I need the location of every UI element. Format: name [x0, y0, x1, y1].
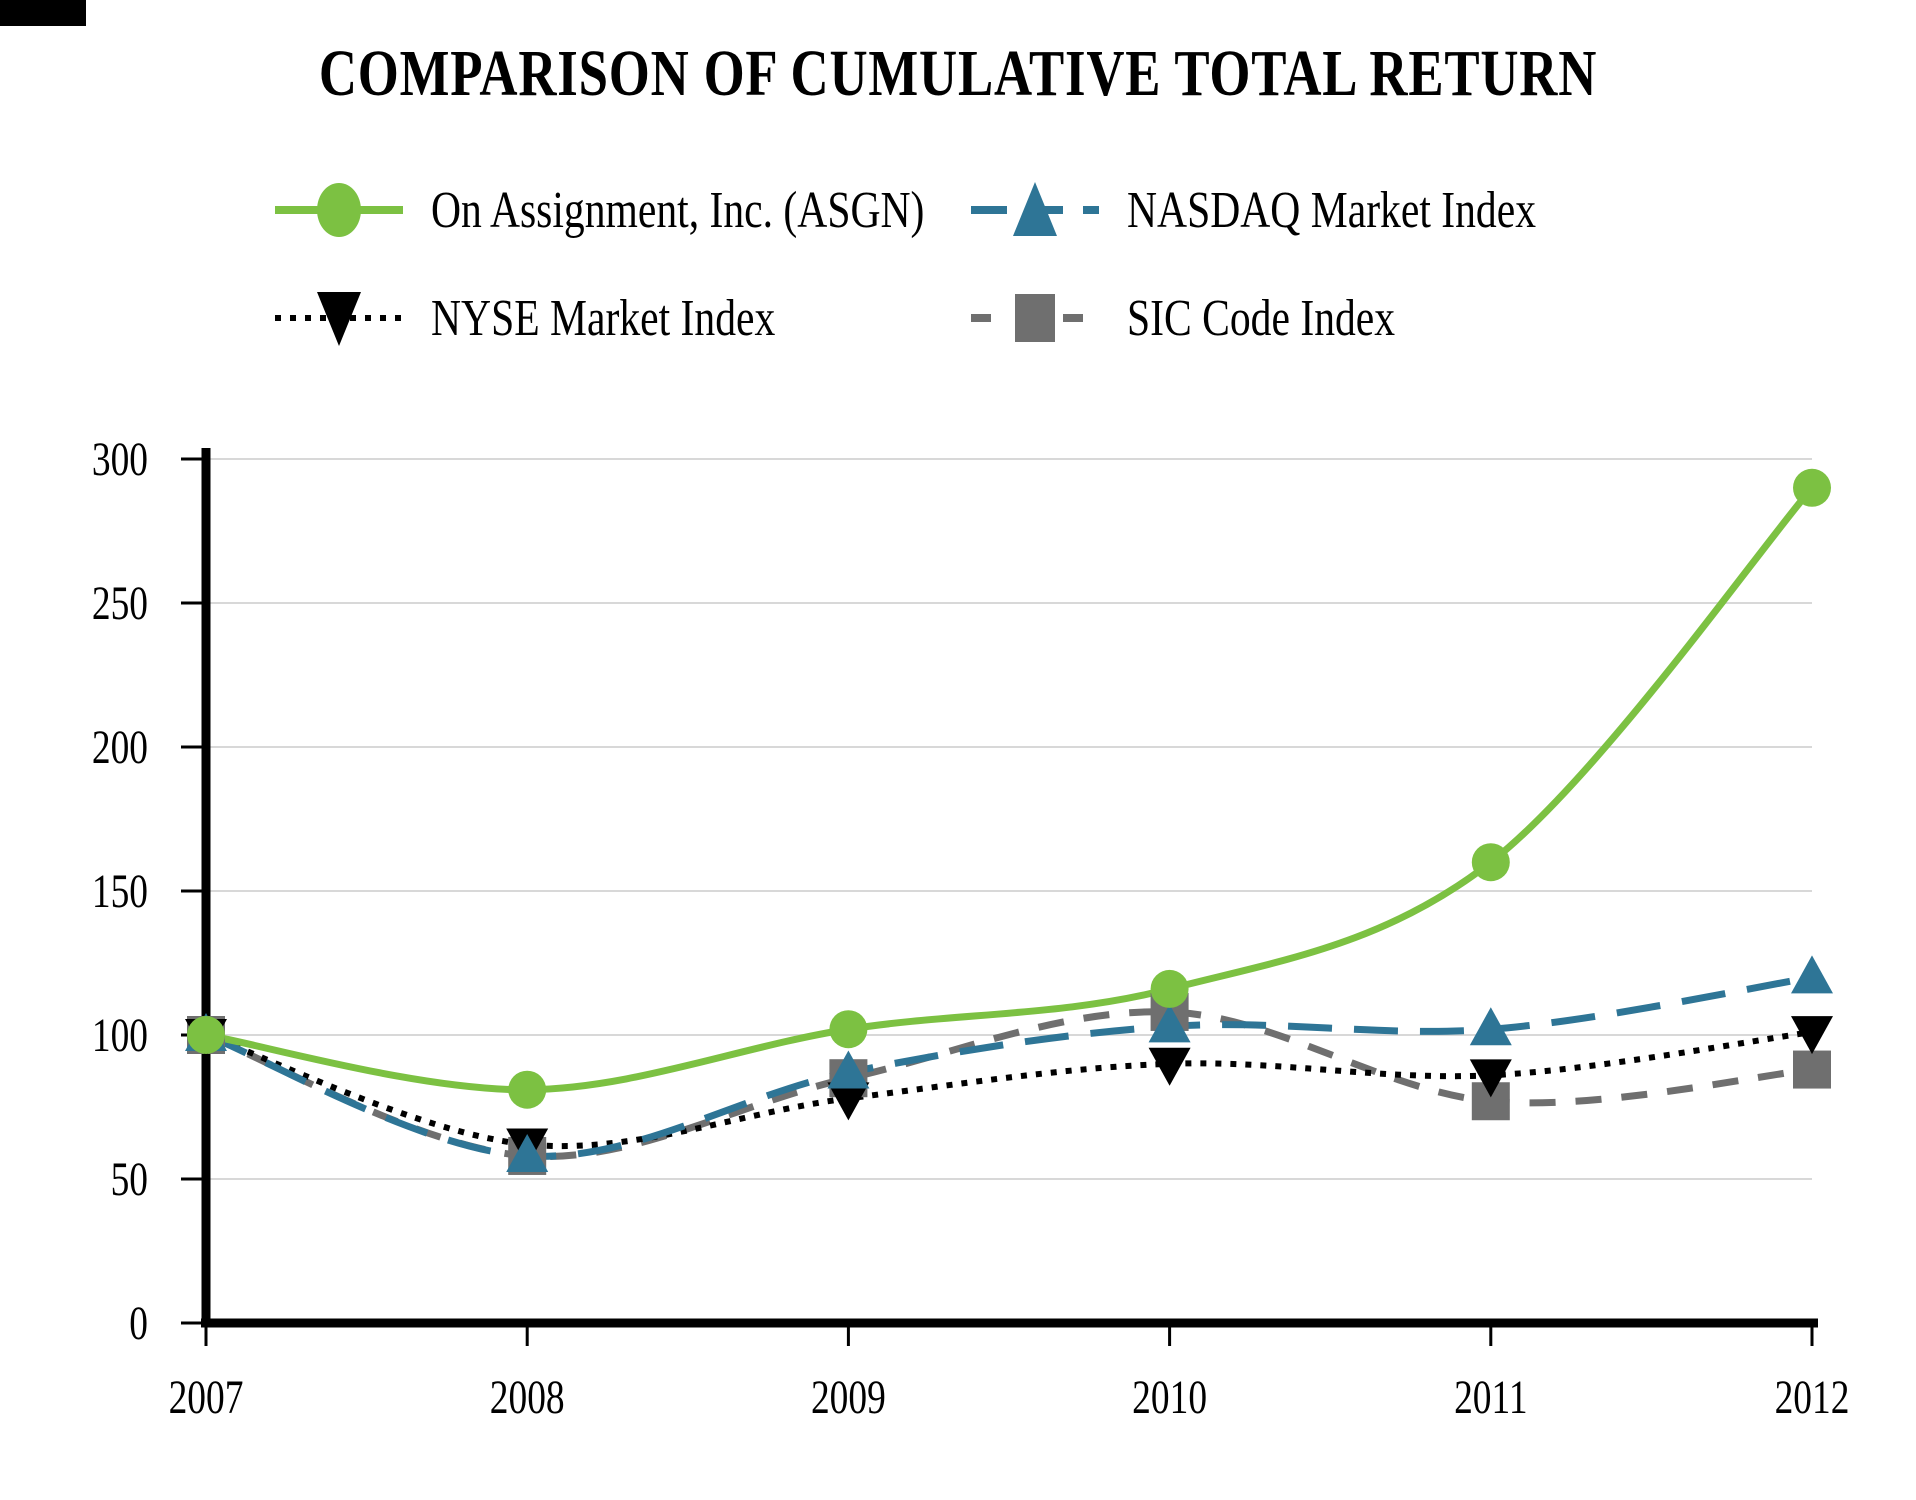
series-marker-nasdaq [1469, 1007, 1512, 1046]
series-marker-nyse [1148, 1047, 1191, 1086]
legend-marker-triangle-up-icon [971, 182, 1099, 236]
series-marker-sic [1793, 1050, 1831, 1089]
series-marker-asgn [1471, 843, 1510, 882]
legend-label-asgn: On Assignment, Inc. (ASGN) [431, 181, 925, 239]
scan-artifact [0, 0, 86, 26]
series-marker-nyse [1469, 1059, 1512, 1098]
x-tick-label: 2008 [490, 1372, 565, 1424]
legend-glyph-circle-icon [317, 183, 361, 237]
y-tick-label: 250 [92, 578, 148, 630]
legend-item-nasdaq: NASDAQ Market Index [969, 174, 1638, 246]
y-tick-label: 150 [92, 866, 148, 918]
series-marker-nasdaq [1791, 955, 1833, 994]
legend-marker-triangle-down-icon [275, 292, 403, 346]
series-marker-asgn [1793, 468, 1831, 507]
series-marker-asgn [829, 1010, 868, 1049]
legend-glyph-triangle-down-icon [317, 292, 361, 346]
x-tick-label: 2012 [1775, 1372, 1850, 1424]
y-tick-label: 0 [129, 1298, 148, 1350]
legend-label-nyse: NYSE Market Index [431, 289, 776, 347]
legend-glyph-triangle-up-icon [1013, 182, 1057, 236]
series-marker-asgn [187, 1016, 225, 1054]
legend-item-sic: SIC Code Index [969, 282, 1462, 354]
x-tick-label: 2009 [811, 1372, 886, 1424]
legend-item-asgn: On Assignment, Inc. (ASGN) [273, 174, 1048, 246]
legend-item-nyse: NYSE Market Index [273, 282, 861, 354]
legend-label-sic: SIC Code Index [1127, 289, 1396, 347]
series-marker-asgn [1150, 969, 1189, 1008]
series-marker-asgn [508, 1070, 547, 1109]
series-marker-nasdaq [827, 1050, 870, 1089]
y-tick-label: 300 [92, 434, 148, 486]
series-marker-nyse [1791, 1016, 1833, 1055]
y-tick-label: 50 [111, 1154, 148, 1206]
legend-marker-square-icon [971, 294, 1099, 342]
series-line-asgn [205, 485, 1815, 1094]
legend-marker-circle-icon [275, 183, 403, 237]
x-tick-label: 2011 [1454, 1372, 1527, 1424]
legend-glyph-square-icon [1015, 294, 1055, 342]
chart-title: COMPARISON OF CUMULATIVE TOTAL RETURN [318, 37, 1598, 110]
series-marker-nasdaq [506, 1133, 549, 1172]
series-line-nyse [205, 1029, 1813, 1150]
series-marker-nyse [827, 1082, 870, 1121]
legend-label-nasdaq: NASDAQ Market Index [1127, 181, 1536, 239]
x-tick-label: 2007 [169, 1372, 244, 1424]
y-tick-label: 200 [92, 722, 148, 774]
series-line-nasdaq [204, 973, 1813, 1160]
x-tick-label: 2010 [1132, 1372, 1207, 1424]
series-marker-nasdaq [1148, 1004, 1191, 1043]
y-tick-label: 100 [92, 1010, 148, 1062]
